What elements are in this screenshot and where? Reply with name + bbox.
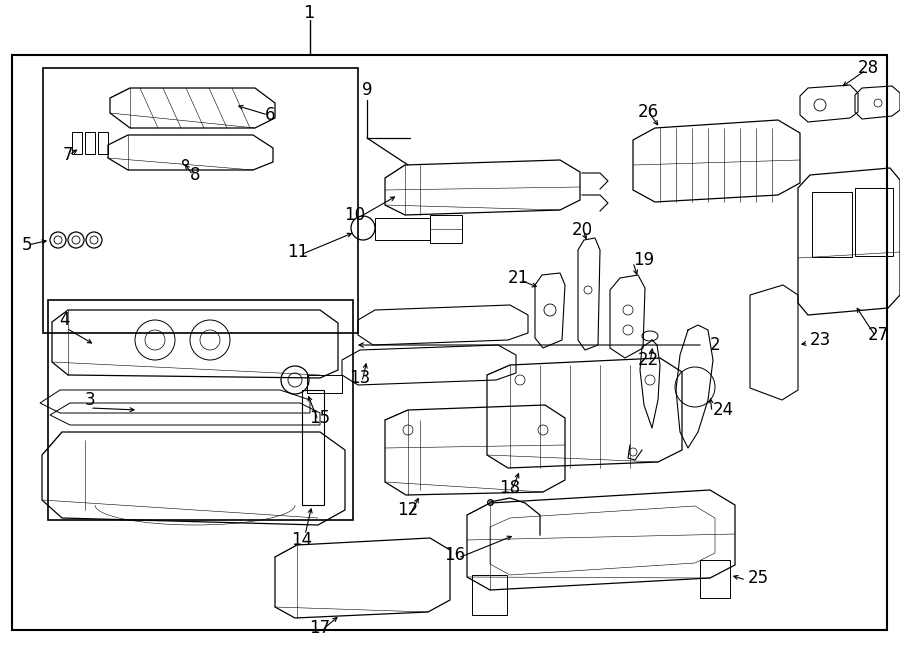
Text: 24: 24 (713, 401, 734, 419)
Text: 26: 26 (637, 103, 659, 121)
Text: 7: 7 (63, 146, 73, 164)
Text: 21: 21 (508, 269, 528, 287)
Text: 16: 16 (445, 546, 465, 564)
Bar (307, 375, 342, 393)
Text: 11: 11 (287, 243, 309, 261)
Bar (85, 132, 95, 154)
Text: 1: 1 (304, 4, 316, 22)
Bar (855, 188, 893, 256)
Text: 17: 17 (310, 619, 330, 637)
Text: 22: 22 (637, 351, 659, 369)
Bar (472, 575, 507, 615)
Text: 27: 27 (868, 326, 888, 344)
Text: 5: 5 (22, 236, 32, 254)
Bar (43, 68, 358, 333)
Bar (48, 300, 353, 520)
Text: 23: 23 (810, 331, 832, 349)
Bar (12, 55, 887, 630)
Text: 28: 28 (858, 59, 878, 77)
Text: 19: 19 (633, 251, 654, 269)
Text: 25: 25 (748, 569, 770, 587)
Text: 14: 14 (292, 531, 312, 549)
Text: 10: 10 (345, 206, 365, 224)
Text: 12: 12 (398, 501, 418, 519)
Bar (72, 132, 82, 154)
Bar (375, 218, 430, 240)
Text: 13: 13 (349, 369, 371, 387)
Bar (430, 215, 462, 243)
Text: 8: 8 (190, 166, 200, 184)
Text: 18: 18 (500, 479, 520, 497)
Bar (812, 192, 852, 257)
Bar (700, 560, 730, 598)
Text: 15: 15 (310, 409, 330, 427)
Text: 9: 9 (362, 81, 373, 99)
Bar (302, 390, 324, 505)
Text: 3: 3 (85, 391, 95, 409)
Text: 20: 20 (572, 221, 592, 239)
Text: 6: 6 (265, 106, 275, 124)
Text: 2: 2 (710, 336, 720, 354)
Bar (98, 132, 108, 154)
Text: 4: 4 (59, 311, 70, 329)
